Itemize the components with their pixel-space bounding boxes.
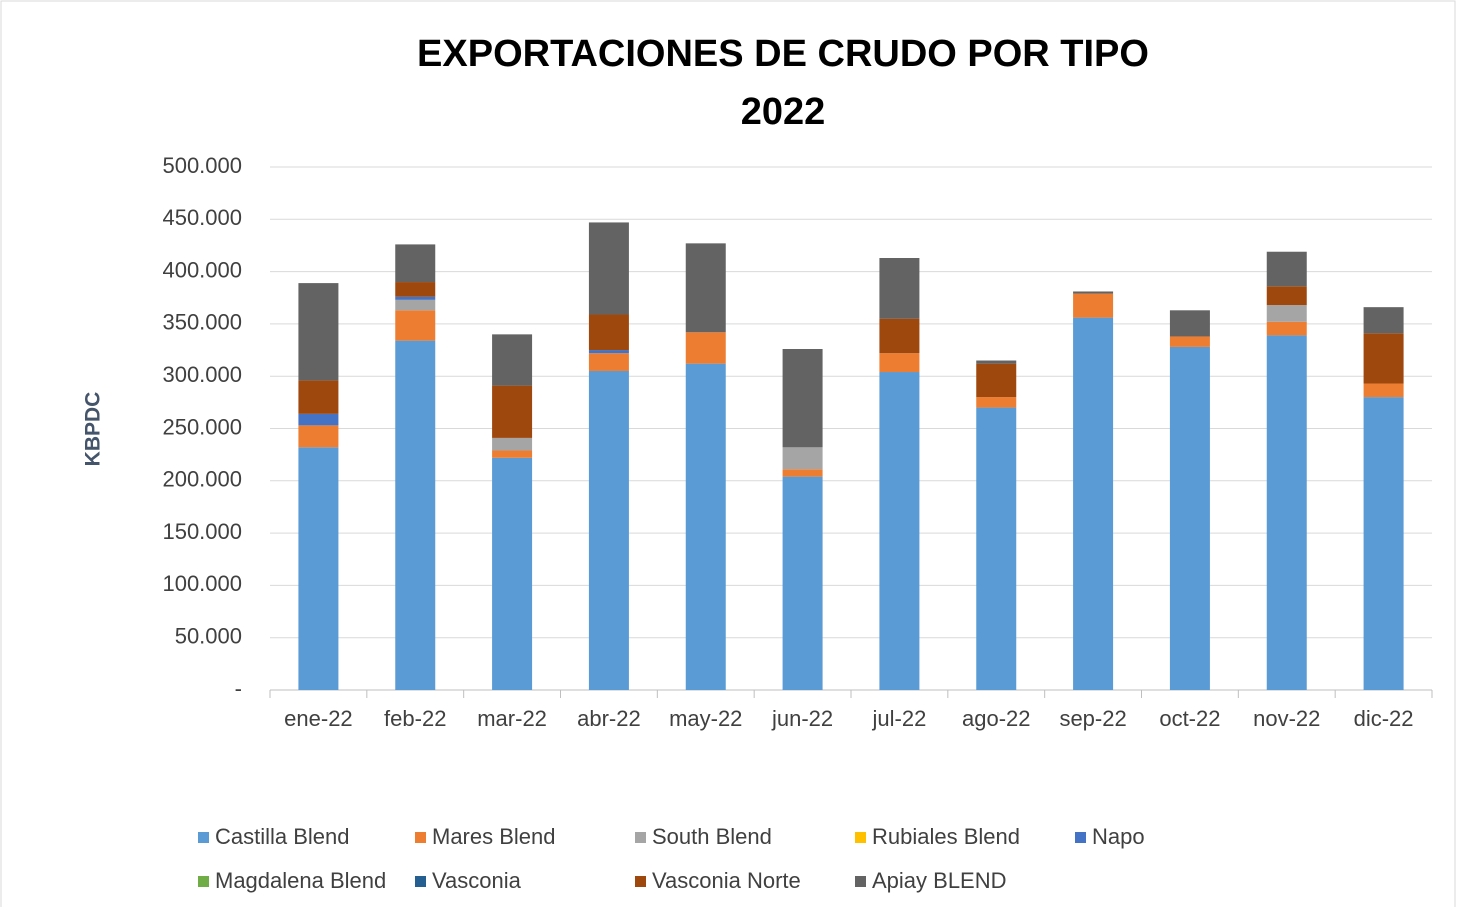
bar-segment — [492, 385, 533, 438]
bar-segment — [1363, 333, 1404, 384]
y-tick-label: 350.000 — [162, 310, 242, 335]
legend-label: Vasconia Norte — [652, 868, 801, 893]
x-tick-label: abr-22 — [577, 706, 641, 731]
y-tick-label: 500.000 — [162, 153, 242, 178]
bar-segment — [879, 353, 920, 373]
x-tick-label: dic-22 — [1354, 706, 1414, 731]
legend-swatch — [198, 876, 209, 887]
bar-segment — [395, 282, 436, 297]
legend-swatch — [635, 876, 646, 887]
legend-label: South Blend — [652, 824, 772, 849]
bar-segment — [1266, 321, 1307, 336]
legend-swatch — [855, 832, 866, 843]
bar-segment — [395, 340, 436, 690]
bar-segment — [1363, 307, 1404, 334]
bar-segment — [298, 380, 339, 414]
x-tick-label: may-22 — [669, 706, 742, 731]
bar-segment — [395, 299, 436, 311]
bar-segment — [782, 349, 823, 448]
x-tick-label: nov-22 — [1253, 706, 1320, 731]
bar-segment — [492, 334, 533, 386]
bar-segment — [1266, 335, 1307, 690]
bar-segment — [395, 310, 436, 341]
bar-segment — [298, 425, 339, 448]
y-tick-label: - — [235, 676, 242, 701]
legend-label: Rubiales Blend — [872, 824, 1020, 849]
x-tick-label: ago-22 — [962, 706, 1031, 731]
bar-segment — [1266, 286, 1307, 306]
legend-label: Napo — [1092, 824, 1145, 849]
bar-segment — [1169, 310, 1210, 337]
y-tick-label: 50.000 — [175, 624, 242, 649]
bar-segment — [1169, 346, 1210, 690]
bar-segment — [1073, 293, 1114, 318]
x-tick-label: sep-22 — [1059, 706, 1126, 731]
legend-swatch — [198, 832, 209, 843]
x-tick-label: oct-22 — [1159, 706, 1220, 731]
x-tick-label: jul-22 — [872, 706, 927, 731]
bar-segment — [588, 350, 629, 354]
bar-segment — [976, 360, 1017, 364]
bar-segment — [782, 476, 823, 690]
bar-segment — [976, 397, 1017, 408]
bar-segment — [492, 450, 533, 458]
y-tick-label: 150.000 — [162, 519, 242, 544]
y-axis-label: KBPDC — [82, 392, 105, 467]
y-tick-label: 200.000 — [162, 467, 242, 492]
bar-segment — [1363, 383, 1404, 398]
bar-segment — [879, 318, 920, 354]
bar-segment — [588, 314, 629, 351]
bar-segment — [1073, 291, 1114, 294]
legend-label: Castilla Blend — [215, 824, 350, 849]
bar-segment — [298, 447, 339, 690]
x-tick-label: mar-22 — [477, 706, 547, 731]
bar-segment — [1363, 397, 1404, 690]
bar-segment — [685, 363, 726, 690]
y-tick-label: 400.000 — [162, 257, 242, 282]
y-tick-label: 300.000 — [162, 362, 242, 387]
bar-segment — [395, 244, 436, 283]
bar-segment — [782, 469, 823, 477]
bar-segment — [1266, 305, 1307, 322]
bar-segment — [588, 222, 629, 315]
legend-swatch — [635, 832, 646, 843]
bar-segment — [588, 353, 629, 371]
y-tick-label: 250.000 — [162, 414, 242, 439]
bar-segment — [492, 437, 533, 451]
bar-segment — [685, 332, 726, 364]
y-tick-label: 100.000 — [162, 571, 242, 596]
legend-label: Mares Blend — [432, 824, 556, 849]
bar-segment — [782, 447, 823, 470]
bar-segment — [879, 258, 920, 319]
bar-segment — [1169, 336, 1210, 347]
legend-label: Magdalena Blend — [215, 868, 386, 893]
bar-segment — [976, 363, 1017, 398]
bar-segment — [298, 283, 339, 381]
bar-segment — [879, 372, 920, 690]
bar-segment — [492, 457, 533, 690]
bar-segment — [1266, 251, 1307, 287]
y-tick-label: 450.000 — [162, 205, 242, 230]
legend-swatch — [1075, 832, 1086, 843]
chart-title: EXPORTACIONES DE CRUDO POR TIPO — [417, 33, 1149, 75]
bar-segment — [976, 407, 1017, 690]
bar-segment — [1073, 317, 1114, 690]
legend-label: Vasconia — [432, 868, 522, 893]
x-tick-label: feb-22 — [384, 706, 446, 731]
bar-segment — [685, 243, 726, 333]
chart-title: 2022 — [741, 91, 826, 133]
bar-segment — [298, 413, 339, 426]
legend-swatch — [415, 876, 426, 887]
legend-swatch — [855, 876, 866, 887]
bar-segment — [395, 296, 436, 300]
bar-segment — [588, 370, 629, 690]
x-tick-label: ene-22 — [284, 706, 353, 731]
x-tick-label: jun-22 — [771, 706, 833, 731]
legend-swatch — [415, 832, 426, 843]
legend-label: Apiay BLEND — [872, 868, 1007, 893]
